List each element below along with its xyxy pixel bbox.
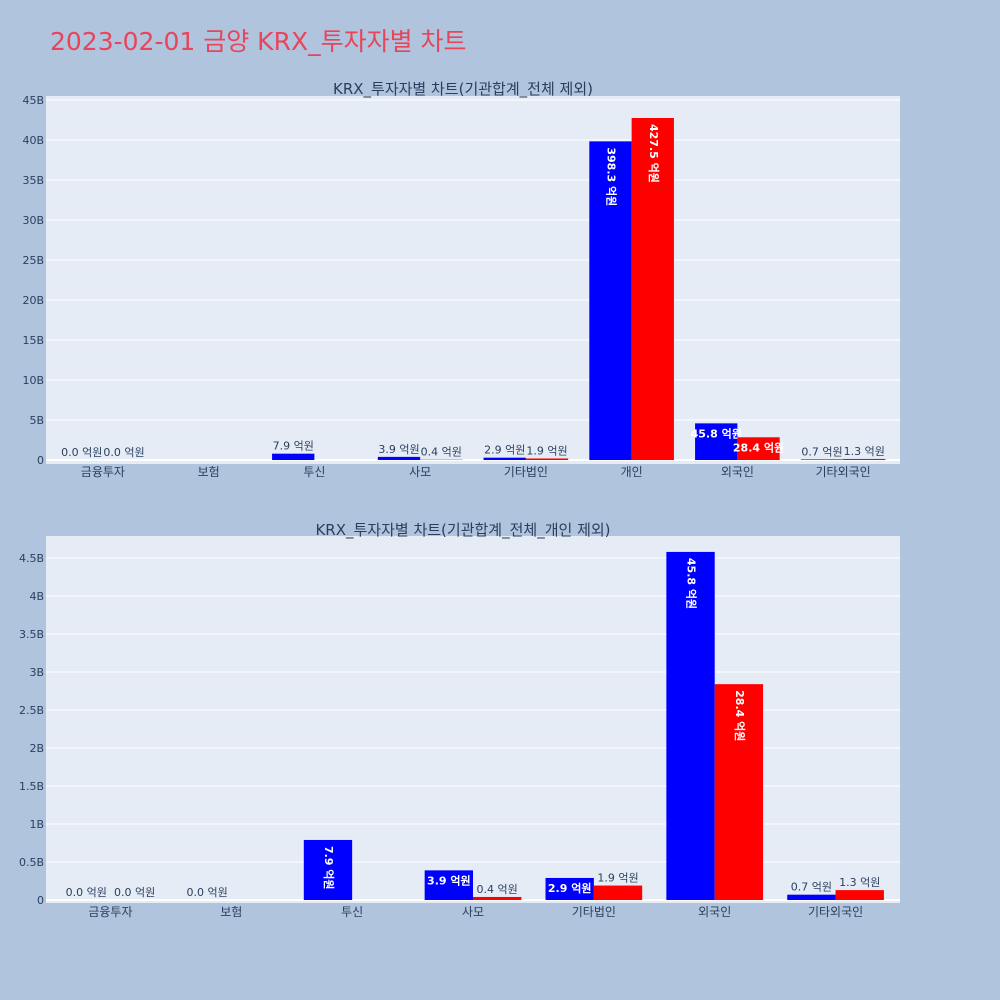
data-label: 3.9 억원 bbox=[427, 873, 471, 887]
bar-red bbox=[835, 890, 884, 900]
bar-blue bbox=[303, 839, 353, 900]
data-label: 7.9 억원 bbox=[322, 846, 336, 890]
x-tick-label: 보험 bbox=[220, 905, 242, 919]
bar-blue bbox=[787, 894, 836, 900]
y-tick-label: 3.5B bbox=[19, 628, 44, 641]
y-tick-label: 0 bbox=[37, 454, 44, 467]
x-tick-label: 투신 bbox=[303, 465, 325, 479]
data-label: 3.9 억원 bbox=[378, 443, 419, 456]
bar-blue bbox=[695, 423, 738, 460]
bar-red bbox=[525, 458, 569, 460]
y-tick-label: 0.5B bbox=[19, 856, 44, 869]
x-tick-label: 금융투자 bbox=[81, 465, 125, 479]
data-label: 1.9 억원 bbox=[597, 872, 638, 885]
y-tick-label: 2B bbox=[29, 742, 44, 755]
data-label: 45.8 억원 bbox=[685, 558, 699, 609]
bar-red bbox=[737, 437, 780, 460]
y-tick-label: 0 bbox=[37, 894, 44, 907]
x-tick-label: 투신 bbox=[341, 905, 363, 919]
x-tick-label: 기타외국인 bbox=[808, 905, 863, 919]
bar-blue bbox=[545, 877, 594, 900]
y-tick-label: 1.5B bbox=[19, 780, 44, 793]
data-label: 0.7 억원 bbox=[791, 881, 832, 894]
data-label: 7.9 억원 bbox=[273, 440, 314, 453]
y-tick-label: 35B bbox=[22, 174, 44, 187]
x-tick-label: 기타법인 bbox=[504, 465, 548, 479]
chart-excluding-individuals: 0 0.5B 1B 1.5B 2B 2.5B 3B 3.5B 4B 4.5B KRX_투자자별 차트… bbox=[19, 521, 900, 919]
plot-area bbox=[46, 96, 900, 464]
x-tick-label: 금융투자 bbox=[88, 905, 132, 919]
data-label: 2.9 억원 bbox=[484, 444, 525, 457]
plot-area bbox=[46, 536, 900, 903]
data-label: 28.4 억원 bbox=[733, 690, 747, 741]
data-label: 45.8 억원 bbox=[691, 426, 742, 440]
bar-red bbox=[714, 684, 764, 900]
bar-blue bbox=[377, 456, 421, 460]
data-label: 0.0 억원 bbox=[114, 886, 155, 899]
data-label: 0.4 억원 bbox=[421, 446, 462, 459]
x-tick-label: 사모 bbox=[462, 905, 484, 919]
data-label: 1.9 억원 bbox=[526, 444, 567, 457]
data-label: 2.9 억원 bbox=[548, 881, 592, 895]
bar-blue bbox=[589, 141, 632, 461]
data-label: 0.7 억원 bbox=[801, 445, 842, 458]
data-label: 1.3 억원 bbox=[839, 876, 880, 889]
bar-blue bbox=[272, 453, 315, 460]
x-tick-label: 보험 bbox=[198, 465, 220, 479]
y-tick-label: 4B bbox=[29, 590, 44, 603]
x-tick-label: 기타법인 bbox=[572, 905, 616, 919]
bar-red bbox=[843, 458, 886, 460]
bar-red bbox=[593, 885, 643, 900]
y-tick-label: 15B bbox=[22, 334, 44, 347]
x-tick-label: 기타외국인 bbox=[816, 465, 871, 479]
x-tick-label: 사모 bbox=[409, 465, 431, 479]
data-label: 1.3 억원 bbox=[844, 445, 885, 458]
y-tick-label: 3B bbox=[29, 666, 44, 679]
data-label: 0.4 억원 bbox=[477, 883, 518, 896]
y-tick-label: 30B bbox=[22, 214, 44, 227]
bar-blue bbox=[666, 551, 715, 900]
bar-blue bbox=[424, 870, 473, 900]
x-tick-label: 외국인 bbox=[721, 465, 754, 479]
y-tick-label: 45B bbox=[22, 94, 44, 107]
y-tick-label: 25B bbox=[22, 254, 44, 267]
bar-blue bbox=[800, 459, 844, 460]
data-label: 0.0 억원 bbox=[186, 886, 227, 899]
data-label: 398.3 억원 bbox=[604, 147, 618, 206]
y-tick-label: 5B bbox=[29, 414, 44, 427]
bar-blue bbox=[483, 457, 526, 460]
y-tick-label: 2.5B bbox=[19, 704, 44, 717]
y-tick-label: 20B bbox=[22, 294, 44, 307]
y-tick-label: 40B bbox=[22, 134, 44, 147]
y-tick-label: 10B bbox=[22, 374, 44, 387]
x-tick-label: 개인 bbox=[621, 465, 643, 479]
chart-title: KRX_투자자별 차트(기관합계_전체_개인 제외) bbox=[315, 521, 610, 540]
data-label: 28.4 억원 bbox=[733, 440, 784, 454]
data-label: 0.0 억원 bbox=[103, 446, 144, 459]
y-tick-label: 1B bbox=[29, 818, 44, 831]
data-label: 0.0 억원 bbox=[61, 446, 102, 459]
bar-red bbox=[631, 118, 674, 460]
y-tick-label: 4.5B bbox=[19, 552, 44, 565]
page-title: 2023-02-01 금양 KRX_투자자별 차트 bbox=[50, 27, 467, 56]
chart-all-investors: 0 5B 10B 15B 20B 25B 30B 35B 40B 45B KRX_투자자별 차트(기… bbox=[22, 80, 900, 479]
bar-red bbox=[473, 896, 522, 900]
x-tick-label: 외국인 bbox=[698, 905, 731, 919]
data-label: 427.5 억원 bbox=[647, 124, 661, 183]
data-label: 0.0 억원 bbox=[66, 886, 107, 899]
chart-title: KRX_투자자별 차트(기관합계_전체 제외) bbox=[333, 80, 593, 99]
